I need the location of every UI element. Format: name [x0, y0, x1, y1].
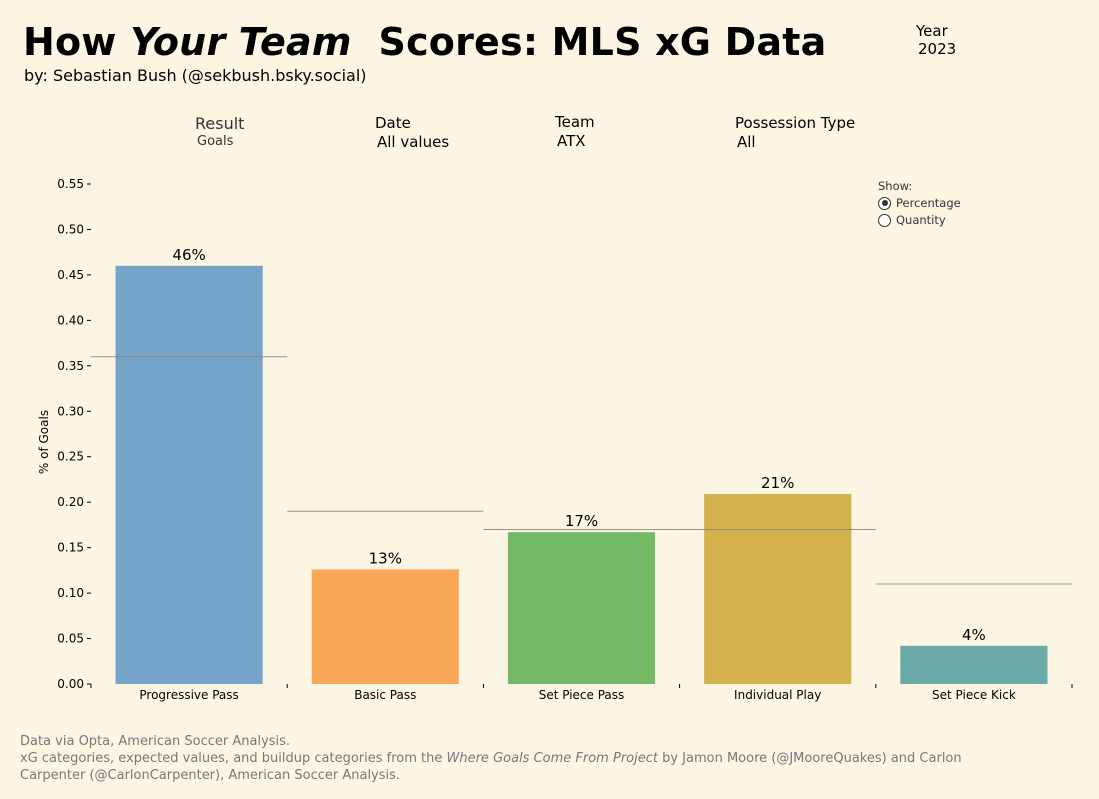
footer-line-2: xG categories, expected values, and buil…	[20, 750, 1020, 784]
show-toggle: Show: Percentage Quantity	[878, 179, 961, 227]
y-tick-label: 0.30	[57, 404, 84, 418]
page-title: How Your Team Scores: MLS xG Data	[23, 20, 826, 64]
filter-result-label: Result	[195, 114, 245, 133]
y-axis-title: % of Goals	[37, 410, 51, 474]
show-option-percentage[interactable]: Percentage	[878, 196, 961, 210]
byline: by: Sebastian Bush (@sekbush.bsky.social…	[24, 66, 367, 85]
y-tick-label: 0.45	[57, 268, 84, 282]
title-part1: How	[23, 20, 117, 64]
x-tick-label: Progressive Pass	[139, 688, 238, 702]
footer-line-2-suffix: by Jamon Moore (@JMooreQuakes) and Carlo…	[20, 751, 962, 783]
year-filter-value[interactable]: 2023	[918, 40, 957, 58]
year-filter-label: Year	[916, 22, 948, 40]
radio-selected-icon[interactable]	[878, 196, 891, 210]
bar-data-label: 4%	[962, 626, 986, 644]
show-option-quantity[interactable]: Quantity	[878, 213, 961, 227]
y-tick-label: 0.40	[57, 313, 84, 327]
show-option-percentage-label: Percentage	[896, 196, 961, 210]
bar-data-label: 46%	[172, 246, 205, 264]
filter-team[interactable]: Team ATX	[555, 113, 595, 150]
footer-line-2-prefix: xG categories, expected values, and buil…	[20, 751, 447, 766]
x-tick-label: Individual Play	[734, 688, 821, 702]
footer-project-name: Where Goals Come From Project	[446, 751, 658, 766]
bar-individual-play	[704, 494, 852, 684]
y-tick-label: 0.05	[57, 632, 84, 646]
y-tick-label: 0.15	[57, 541, 84, 555]
y-tick-label: 0.55	[57, 177, 84, 191]
bar-set-piece-pass	[507, 532, 656, 684]
bar-data-label: 17%	[565, 512, 598, 530]
footer-credits: Data via Opta, American Soccer Analysis.…	[20, 733, 1020, 784]
bar-progressive-pass	[115, 265, 263, 684]
title-part2: Scores: MLS xG Data	[378, 20, 827, 64]
filter-possession-label: Possession Type	[735, 114, 856, 132]
bar-basic-pass	[311, 569, 459, 684]
x-tick-label: Set Piece Kick	[932, 688, 1016, 702]
y-tick-label: 0.35	[57, 359, 84, 373]
show-toggle-label: Show:	[878, 179, 913, 193]
radio-unselected-icon[interactable]	[878, 213, 891, 227]
y-tick-label: 0.25	[57, 450, 84, 464]
title-italic: Your Team	[130, 20, 352, 64]
filter-date[interactable]: Date All values	[375, 114, 449, 151]
filter-date-label: Date	[375, 114, 411, 132]
x-tick-label: Basic Pass	[354, 688, 416, 702]
bar-set-piece-kick	[900, 645, 1048, 684]
show-option-quantity-label: Quantity	[896, 213, 946, 227]
filter-result-value[interactable]: Goals	[197, 134, 234, 149]
filter-date-value[interactable]: All values	[377, 133, 450, 151]
y-tick-label: 0.10	[57, 586, 84, 600]
filter-result[interactable]: Result Goals	[195, 114, 244, 149]
filter-possession-type[interactable]: Possession Type All	[735, 114, 855, 151]
bar-data-label: 13%	[369, 549, 402, 567]
filter-team-value[interactable]: ATX	[557, 132, 586, 150]
filter-team-label: Team	[555, 113, 595, 131]
footer-line-1: Data via Opta, American Soccer Analysis.	[20, 734, 291, 749]
y-tick-label: 0.00	[57, 677, 84, 691]
x-tick-label: Set Piece Pass	[539, 688, 625, 702]
y-tick-label: 0.20	[57, 495, 84, 509]
y-tick-label: 0.50	[57, 222, 84, 236]
filter-possession-value[interactable]: All	[737, 133, 756, 151]
bar-data-label: 21%	[761, 474, 794, 492]
